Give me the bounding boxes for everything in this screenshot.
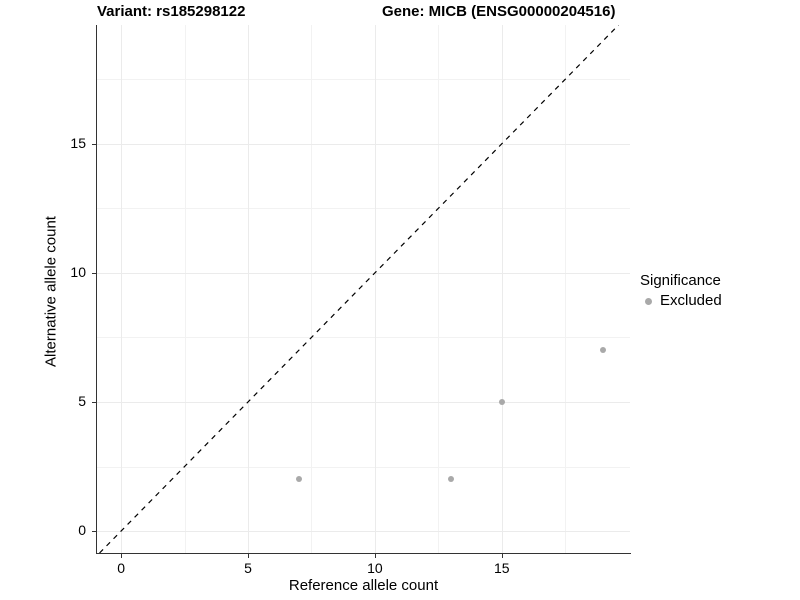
horizontal-gridline xyxy=(97,273,630,274)
vertical-gridline xyxy=(311,25,312,553)
plot-panel xyxy=(97,25,630,553)
x-axis-tick xyxy=(248,554,250,558)
vertical-gridline xyxy=(565,25,566,553)
horizontal-gridline xyxy=(97,467,630,468)
y-axis-tick xyxy=(92,272,96,274)
data-point xyxy=(498,398,505,405)
vertical-gridline xyxy=(121,25,122,553)
vertical-gridline xyxy=(502,25,503,553)
legend-marker-circle-icon xyxy=(640,292,657,310)
legend-title: Significance xyxy=(640,272,721,289)
x-axis-tick xyxy=(121,554,123,558)
x-axis-label: Reference allele count xyxy=(288,577,439,594)
vertical-gridline xyxy=(375,25,376,553)
vertical-gridline xyxy=(438,25,439,553)
legend-item-label: Excluded xyxy=(660,292,722,309)
gene-title: Gene: MICB (ENSG00000204516) xyxy=(382,3,616,20)
x-axis-tick-label: 15 xyxy=(494,560,510,576)
data-point xyxy=(295,476,302,483)
y-axis-tick xyxy=(92,143,96,145)
y-axis-line xyxy=(96,25,98,554)
horizontal-gridline xyxy=(97,337,630,338)
data-point xyxy=(448,476,455,483)
legend-item[interactable]: Excluded xyxy=(640,292,795,310)
horizontal-gridline xyxy=(97,79,630,80)
legend-items: Excluded xyxy=(640,292,795,310)
x-axis-tick-label: 5 xyxy=(244,560,252,576)
y-axis-tick xyxy=(92,531,96,533)
x-axis-tick xyxy=(501,554,503,558)
identity-reference-line xyxy=(97,25,630,553)
x-axis-tick xyxy=(374,554,376,558)
legend: Significance Excluded xyxy=(640,272,795,310)
vertical-gridline xyxy=(248,25,249,553)
y-axis-label: Alternative allele count xyxy=(42,216,60,367)
data-point xyxy=(600,347,607,354)
x-axis-tick-label: 10 xyxy=(367,560,383,576)
y-axis-tick xyxy=(92,401,96,403)
x-axis-line xyxy=(96,553,631,555)
x-axis-tick-label: 0 xyxy=(117,560,126,576)
variant-title: Variant: rs185298122 xyxy=(97,3,246,20)
horizontal-gridline xyxy=(97,208,630,209)
horizontal-gridline xyxy=(97,531,630,532)
chart-title-row: Variant: rs185298122 Gene: MICB (ENSG000… xyxy=(97,2,697,24)
vertical-gridline xyxy=(185,25,186,553)
horizontal-gridline xyxy=(97,402,630,403)
horizontal-gridline xyxy=(97,144,630,145)
